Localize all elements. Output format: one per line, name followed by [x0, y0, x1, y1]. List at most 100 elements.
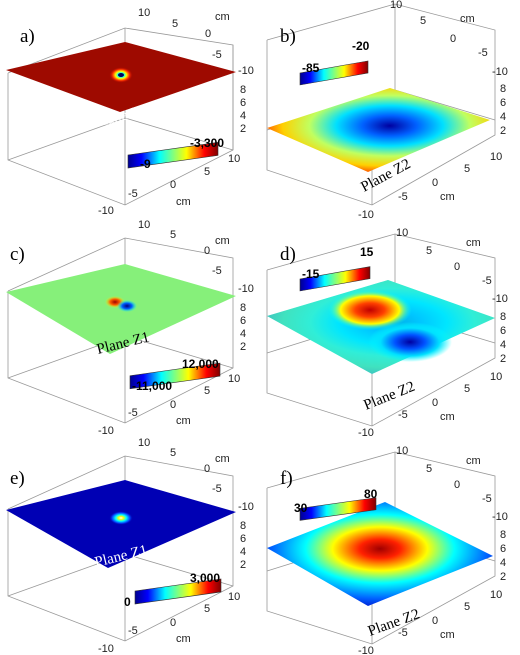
panel-a-plot: a) Plane Z1 -9 -3,300 105 0-5 cm -108 64…	[6, 7, 254, 217]
svg-text:0: 0	[204, 245, 210, 257]
svg-text:10: 10	[138, 219, 150, 231]
svg-text:0: 0	[170, 179, 176, 191]
panel-f-plot: f) Plane Z2 30 80 10 5 0 -5 cm -10 8 6 4 2 -…	[266, 445, 508, 655]
svg-text:-5: -5	[398, 409, 408, 421]
panel-label: a)	[20, 26, 35, 47]
svg-text:10: 10	[396, 445, 408, 457]
colorbar-max: 12,000	[182, 357, 219, 371]
svg-text:-5: -5	[212, 49, 222, 61]
svg-text:cm: cm	[460, 13, 475, 25]
plane-surface	[267, 88, 490, 172]
plane-label: Plane Z2	[366, 606, 422, 639]
colorbar-max: 3,000	[190, 571, 220, 585]
svg-text:-5: -5	[478, 47, 488, 59]
colorbar-min: -85	[302, 61, 320, 75]
svg-text:-5: -5	[128, 188, 138, 200]
svg-text:-10: -10	[492, 511, 508, 523]
svg-text:cm: cm	[440, 629, 455, 641]
svg-text:4: 4	[500, 111, 506, 123]
svg-text:2: 2	[240, 341, 246, 353]
colorbar-max: -20	[352, 39, 370, 53]
colorbar	[127, 142, 219, 169]
panel-label: f)	[280, 468, 293, 489]
panel-e-plot: e) Plane Z1 0 3,000 105 0-5 cm -108 64 2…	[6, 437, 254, 655]
svg-text:-10: -10	[238, 65, 254, 77]
svg-text:-5: -5	[128, 407, 138, 419]
svg-text:5: 5	[170, 229, 176, 241]
svg-text:5: 5	[204, 385, 210, 397]
colorbar-max: 80	[364, 487, 378, 501]
svg-text:0: 0	[454, 479, 460, 491]
svg-text:10: 10	[228, 153, 240, 165]
svg-text:2: 2	[500, 125, 506, 137]
dipole-negative	[117, 300, 137, 312]
svg-text:0: 0	[204, 463, 210, 475]
svg-text:-5: -5	[212, 483, 222, 495]
svg-text:-5: -5	[128, 625, 138, 637]
plane-surface	[267, 502, 493, 606]
svg-text:-5: -5	[482, 493, 492, 505]
svg-text:0: 0	[170, 617, 176, 629]
svg-text:10: 10	[228, 591, 240, 603]
svg-text:5: 5	[426, 245, 432, 257]
panel-c: c) Plane Z1 -11,000 12,000 10 5 0 -5 cm -1…	[0, 218, 260, 437]
panel-f: f) Plane Z2 30 80 10 5 0 -5 cm -10 8 6 4 2 -…	[260, 436, 520, 655]
svg-text:5: 5	[204, 603, 210, 615]
svg-text:8: 8	[240, 84, 246, 96]
svg-text:0: 0	[450, 33, 456, 45]
svg-text:0: 0	[432, 615, 438, 627]
svg-text:0: 0	[205, 28, 211, 40]
svg-text:2: 2	[240, 559, 246, 571]
colorbar	[299, 266, 371, 292]
colorbar-max: 15	[360, 245, 374, 259]
svg-text:5: 5	[464, 163, 470, 175]
svg-text:2: 2	[500, 353, 506, 365]
panel-b-plot: b) Plane Z2 -85 -20 105 0-5 cm -108 64 2…	[266, 0, 508, 221]
panel-label: c)	[10, 244, 25, 265]
svg-text:-10: -10	[238, 501, 254, 513]
svg-text:cm: cm	[466, 237, 481, 249]
svg-text:4: 4	[500, 339, 506, 351]
svg-text:6: 6	[240, 533, 246, 545]
svg-text:0: 0	[432, 397, 438, 409]
svg-text:2: 2	[240, 123, 246, 135]
svg-text:cm: cm	[215, 453, 230, 465]
colorbar-min: -11,000	[132, 379, 172, 393]
svg-text:-10: -10	[492, 293, 508, 305]
svg-text:5: 5	[426, 463, 432, 475]
svg-text:6: 6	[240, 97, 246, 109]
svg-text:0: 0	[170, 399, 176, 411]
svg-text:10: 10	[396, 227, 408, 239]
svg-text:4: 4	[240, 546, 246, 558]
svg-text:6: 6	[500, 543, 506, 555]
svg-text:5: 5	[204, 166, 210, 178]
svg-text:6: 6	[500, 97, 506, 109]
colorbar-min: 0	[124, 595, 131, 609]
svg-text:0: 0	[432, 177, 438, 189]
svg-text:-10: -10	[98, 425, 114, 437]
svg-text:-10: -10	[358, 209, 374, 221]
svg-text:-10: -10	[98, 205, 114, 217]
svg-text:4: 4	[500, 557, 506, 569]
svg-text:10: 10	[228, 373, 240, 385]
svg-text:0: 0	[454, 261, 460, 273]
svg-text:-5: -5	[212, 265, 222, 277]
svg-text:cm: cm	[176, 415, 191, 427]
svg-text:cm: cm	[440, 191, 455, 203]
svg-text:10: 10	[138, 7, 150, 19]
svg-text:5: 5	[170, 447, 176, 459]
colorbar-min: -15	[302, 267, 320, 281]
field-spot	[109, 511, 133, 525]
svg-text:10: 10	[490, 151, 502, 163]
svg-text:8: 8	[500, 83, 506, 95]
panel-d-plot: d) Plane Z2 -15 15 105 0-5 cm -108 64 2 …	[266, 227, 508, 439]
panel-label: b)	[280, 26, 296, 47]
